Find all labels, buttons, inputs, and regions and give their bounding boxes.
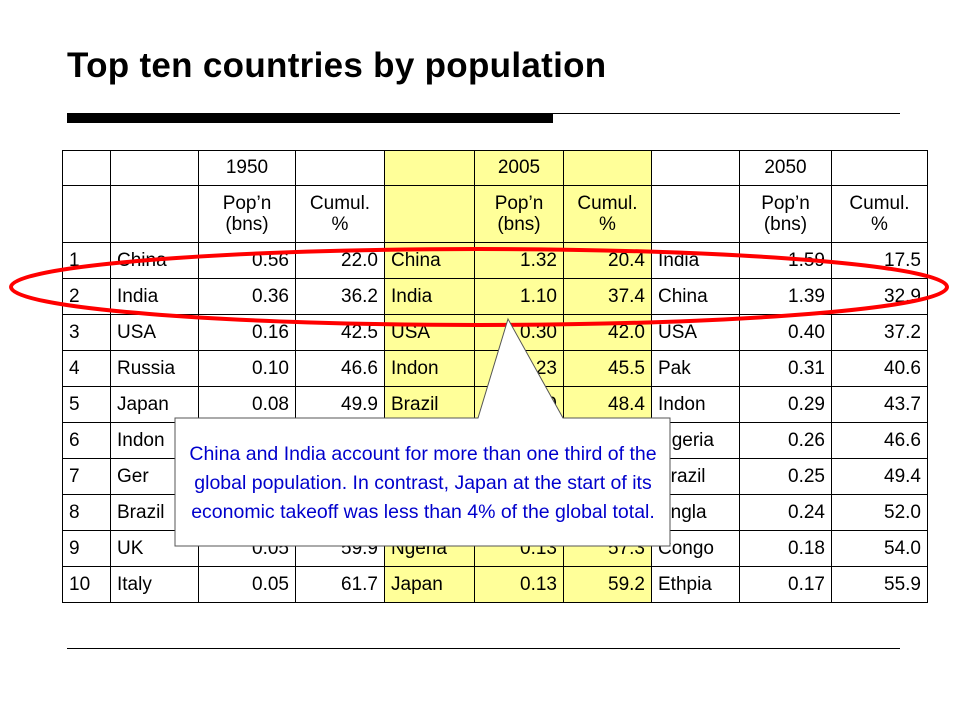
callout-bubble (174, 317, 671, 547)
country-2050-cell: Ethpia (651, 566, 740, 603)
cumul-2050-cell: 49.4 (831, 458, 928, 495)
country-2005-cell: USA (384, 314, 475, 351)
cumul-header-1950: Cumul.% (295, 185, 385, 243)
cumul-2050-cell: 55.9 (831, 566, 928, 603)
popn-2005-cell: 1.10 (474, 278, 564, 315)
country-2050-cell: Indon (651, 386, 740, 423)
cumul-2050-cell: 37.2 (831, 314, 928, 351)
cumul-2050-cell: 54.0 (831, 530, 928, 567)
highlight-ellipse (9, 247, 949, 327)
cumul-2005-cell: 59.2 (563, 566, 652, 603)
rank-cell: 8 (62, 494, 111, 531)
cumul-2005-cell: 48.4 (563, 386, 652, 423)
popn-1950-cell: 0.36 (198, 278, 296, 315)
country-2050-cell: India (651, 242, 740, 279)
cumul-1950-cell: 61.7 (295, 566, 385, 603)
year-2050: 2050 (739, 150, 832, 186)
year-1950: 1950 (198, 150, 296, 186)
cumul-1950-cell: 49.9 (295, 386, 385, 423)
cumul-2050-cell: 52.0 (831, 494, 928, 531)
cumul-header-2050: Cumul.% (831, 185, 928, 243)
callout-text: China and India account for more than on… (189, 442, 657, 523)
rank-cell: 10 (62, 566, 111, 603)
country-2005-cell: Indon (384, 350, 475, 387)
population-table: 1950 2005 2050 Pop’n (bns) Cumul.% Pop’n(… (62, 150, 928, 603)
cumul-1950-cell: 36.2 (295, 278, 385, 315)
table-row: 10 Italy 0.05 61.7 Japan 0.13 59.2 Ethpia 0.17 55… (62, 566, 928, 603)
country-2005-cell: India (384, 278, 475, 315)
cumul-2005-cell: 45.5 (563, 350, 652, 387)
cumul-1950-cell: 46.6 (295, 350, 385, 387)
popn-2050-cell: 0.40 (739, 314, 832, 351)
popn-header-2050: Pop’n (bns) (739, 185, 832, 243)
cumul-1950-cell: 42.5 (295, 314, 385, 351)
popn-2050-cell: 0.26 (739, 422, 832, 459)
country-2005-cell: Japan (384, 566, 475, 603)
popn-2050-cell: 0.25 (739, 458, 832, 495)
popn-1950-cell: 0.08 (198, 386, 296, 423)
country-1950-cell: Italy (110, 566, 199, 603)
popn-header-2005: Pop’n (bns) (474, 185, 564, 243)
country-1950-cell: India (110, 278, 199, 315)
popn-2050-cell: 1.39 (739, 278, 832, 315)
popn-1950-cell: 0.10 (198, 350, 296, 387)
page-title: Top ten countries by population (67, 46, 607, 85)
country-1950-cell: Japan (110, 386, 199, 423)
rank-cell: 9 (62, 530, 111, 567)
bottom-rule (67, 648, 900, 649)
popn-2005-cell: 0.13 (474, 566, 564, 603)
country-1950-cell: Russia (110, 350, 199, 387)
table-row: 2 India 0.36 36.2 India 1.10 37.4 China 1.39 32.9 (62, 278, 928, 315)
cumul-2005-cell: 37.4 (563, 278, 652, 315)
cumul-header-2005: Cumul.% (563, 185, 652, 243)
year-2005: 2005 (474, 150, 564, 186)
header-row-years: 1950 2005 2050 (62, 150, 928, 186)
header-row-columns: Pop’n (bns) Cumul.% Pop’n (bns) Cumul.% Po… (62, 185, 928, 243)
title-underline-thick (67, 113, 553, 123)
title-underline-thin (553, 113, 900, 114)
popn-2050-cell: 0.17 (739, 566, 832, 603)
